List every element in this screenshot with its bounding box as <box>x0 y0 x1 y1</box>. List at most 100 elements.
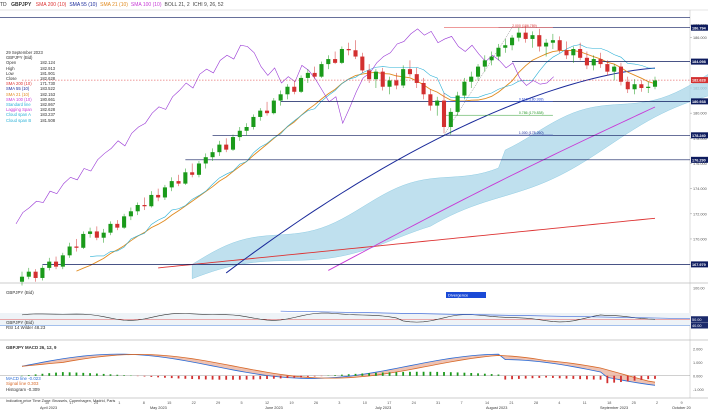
toolbar-symbol[interactable]: GBPJPY <box>11 2 32 8</box>
macd-fill <box>22 354 655 386</box>
candle-body <box>19 276 25 282</box>
macd-histogram-bar <box>293 375 296 378</box>
x-tick-label: 15 <box>167 401 171 405</box>
candle-body <box>74 246 79 248</box>
macd-histogram-bar <box>266 375 268 380</box>
candle-body <box>584 57 589 66</box>
macd-histogram-bar <box>334 375 336 376</box>
indicator-1[interactable]: SMA 55 (10) <box>69 2 98 8</box>
candle-body <box>503 45 508 48</box>
sma-200-line <box>158 217 656 269</box>
x-tick-label: 14 <box>485 401 489 405</box>
x-month-label: July 2023 <box>375 406 391 410</box>
macd-histogram-bar <box>504 375 507 380</box>
candle-body <box>537 35 542 47</box>
info-row-label: SMA 55 (10) <box>6 86 30 92</box>
macd-tick-label: -1.000 <box>693 388 704 392</box>
rsi-badge <box>691 316 708 323</box>
price-badge-text: 182.628 <box>692 79 706 83</box>
toolbar-symbol-short[interactable]: TD <box>0 2 7 8</box>
macd-histogram-bar <box>422 371 425 376</box>
candle-body <box>101 232 106 238</box>
rsi-line <box>21 312 656 323</box>
macd-histogram-bar <box>109 374 112 376</box>
candle-body <box>421 82 426 95</box>
x-tick-label: 17 <box>69 401 73 405</box>
candle-body <box>632 84 637 90</box>
macd-histogram-bar <box>449 372 452 376</box>
price-badge <box>691 132 708 139</box>
macd-histogram-bar <box>95 373 98 376</box>
price-badge <box>691 156 708 163</box>
candle-body <box>578 49 583 58</box>
info-rows: Open 182.124 High 182.913 Low 181.901 Close 182… <box>6 60 55 122</box>
indicator-3[interactable]: SMA 100 (10) <box>130 2 162 8</box>
chart-toolbar: TD GBPJPY SMA 200 (10) SMA 55 (10) SMA 21 … <box>0 0 708 10</box>
macd-histogram-bar <box>198 375 200 380</box>
candle-body <box>394 80 399 86</box>
candle-body <box>435 100 440 106</box>
info-row-value: 182.153 <box>40 91 56 97</box>
candle-body <box>292 86 297 92</box>
info-row-label: SMA 21 (10) <box>6 91 30 97</box>
candle-body <box>196 163 202 175</box>
macd-histogram-bar <box>545 375 547 378</box>
x-tick-label: 24 <box>94 401 98 405</box>
candle-body <box>333 59 338 63</box>
candle-body <box>162 187 167 198</box>
macd-histogram-bar <box>27 375 30 376</box>
candle-body <box>646 86 651 88</box>
macd-histogram-bar <box>157 375 160 378</box>
candle-body <box>81 233 86 248</box>
macd-histogram-bar <box>204 375 207 380</box>
rsi-symbol-label: GBPJPY (Bid) <box>6 290 34 295</box>
macd-histogram-bar <box>191 375 194 380</box>
info-row-value: 182.628 <box>40 107 56 113</box>
macd-histogram-bar <box>272 375 275 379</box>
y-tick-label: 174.000 <box>693 187 707 191</box>
candle-body <box>67 246 72 256</box>
price-badge-text: 167.979 <box>692 263 706 267</box>
x-tick-label: 1 <box>118 401 120 405</box>
candle-body <box>605 64 610 72</box>
y-tick-label: 186.000 <box>693 36 707 40</box>
macd-histogram-bar <box>75 372 78 376</box>
rsi-legend: GBPJPY (Bid) RSI 14 Wilder 48.23 <box>6 320 45 331</box>
macd-histogram-bar <box>170 375 173 379</box>
macd-histogram-bar <box>592 375 595 380</box>
candle-body <box>305 72 310 78</box>
candle-body <box>652 80 658 87</box>
candle-body <box>319 64 324 77</box>
fib-label: 2.000 (186.789) <box>512 24 537 28</box>
macd-histogram-bar <box>82 372 85 376</box>
info-panel: 29 September 2023 GBPJPY (Bid) Open 182.1… <box>6 50 55 123</box>
candle-body <box>210 152 215 158</box>
info-symbol: GBPJPY (Bid) <box>6 55 33 61</box>
indicator-5[interactable]: ICHI 9, 26, 52 <box>192 2 224 8</box>
indicator-2[interactable]: SMA 21 (10) <box>100 2 128 8</box>
info-row-label: High <box>6 65 15 71</box>
price-badge-text: 176.290 <box>692 158 706 162</box>
indicator-0[interactable]: SMA 200 (10) <box>35 2 67 8</box>
macd-histogram-bar <box>470 372 473 376</box>
macd-histogram-bar <box>218 375 221 380</box>
x-tick-label: 31 <box>436 401 440 405</box>
candle-body <box>455 95 460 112</box>
candle-body <box>251 116 256 127</box>
info-row: Open 182.124 <box>6 60 55 65</box>
info-row: SMA 55 (10) 183.522 <box>6 86 55 91</box>
price-badge-text: 186.794 <box>692 26 707 30</box>
x-month-label: August 2023 <box>486 406 507 410</box>
price-badge <box>691 98 708 105</box>
fib-label: 0.618 (180.938) <box>519 97 544 101</box>
info-row: SMA 200 (10) 171.730 <box>6 81 55 86</box>
candle-body <box>135 205 140 212</box>
macd-legend: MACD line -0.023 Signal line 0.303 Histogr… <box>6 376 41 392</box>
candle-body <box>217 144 222 153</box>
price-badge-text: 178.240 <box>692 134 706 138</box>
candle-body <box>169 181 174 188</box>
x-month-label: June 2023 <box>265 406 283 410</box>
x-month-label: October 20 <box>672 406 691 410</box>
indicator-4[interactable]: BOLL 21, 2 <box>164 2 190 8</box>
